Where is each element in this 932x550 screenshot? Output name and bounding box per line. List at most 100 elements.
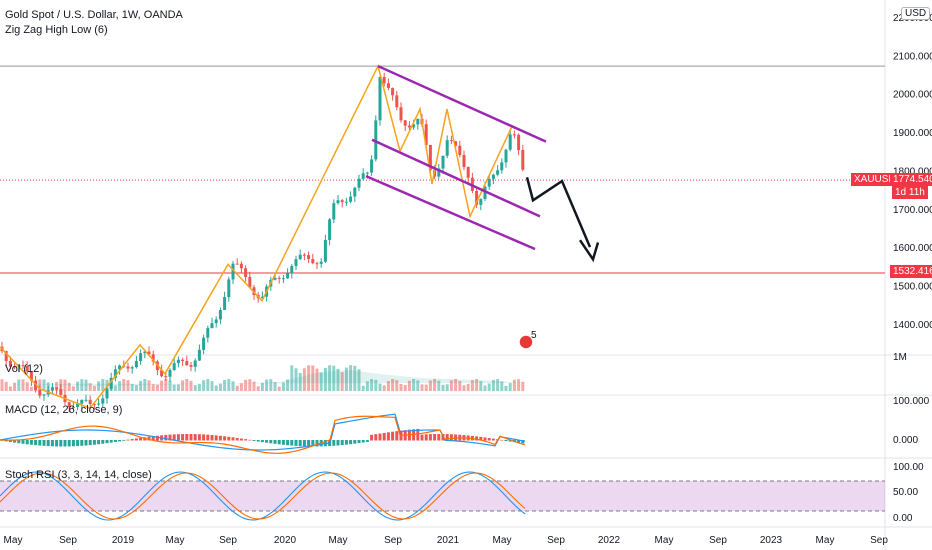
volume-bar bbox=[130, 383, 134, 391]
volume-bar bbox=[370, 379, 374, 391]
volume-bar bbox=[487, 383, 491, 391]
macd-histogram-bar bbox=[17, 440, 21, 444]
time-tick-label: Sep bbox=[59, 535, 77, 546]
time-tick-label: May bbox=[4, 535, 23, 546]
candle-body bbox=[109, 377, 113, 389]
volume-bar bbox=[353, 365, 357, 391]
macd-histogram-bar bbox=[46, 440, 50, 447]
candle-body bbox=[391, 88, 395, 96]
volume-tick-label: 1M bbox=[893, 352, 907, 363]
zigzag-indicator-label[interactable]: Zig Zag High Low (6) bbox=[5, 24, 108, 36]
volume-bar bbox=[101, 379, 105, 391]
volume-bar bbox=[197, 383, 201, 391]
volume-pane-label[interactable]: Vol (12) bbox=[5, 363, 43, 375]
candle-body bbox=[248, 277, 252, 288]
candle-body bbox=[290, 265, 294, 274]
time-tick-label: 2021 bbox=[437, 535, 460, 546]
volume-bar bbox=[445, 384, 449, 391]
macd-histogram-bar bbox=[189, 434, 193, 441]
macd-histogram-bar bbox=[307, 440, 311, 447]
candle-body bbox=[244, 268, 248, 278]
macd-histogram-bar bbox=[97, 440, 101, 445]
macd-histogram-bar bbox=[21, 440, 25, 444]
candle-body bbox=[336, 200, 340, 204]
macd-histogram-bar bbox=[420, 434, 424, 441]
candle-body bbox=[206, 328, 210, 338]
candle-body bbox=[189, 365, 193, 367]
macd-histogram-bar bbox=[349, 440, 353, 445]
candle-body bbox=[483, 186, 487, 200]
projection-arrowhead bbox=[578, 239, 600, 263]
macd-histogram-bar bbox=[281, 440, 285, 445]
volume-bar bbox=[113, 385, 117, 391]
volume-bar bbox=[172, 384, 176, 391]
macd-tick-label: 0.000 bbox=[893, 435, 918, 446]
candle-body bbox=[84, 399, 88, 401]
macd-histogram-bar bbox=[357, 440, 361, 444]
volume-bar bbox=[265, 379, 269, 391]
candle-body bbox=[487, 178, 491, 187]
volume-bar bbox=[67, 382, 71, 391]
candle-body bbox=[517, 134, 521, 151]
volume-bar bbox=[357, 369, 361, 391]
time-tick-label: 2023 bbox=[760, 535, 783, 546]
macd-histogram-bar bbox=[80, 440, 84, 446]
volume-ma-area bbox=[0, 370, 525, 386]
macd-histogram-bar bbox=[122, 440, 126, 441]
volume-bar bbox=[281, 382, 285, 391]
price-tick-label: 1600.000 bbox=[893, 243, 932, 254]
volume-bar bbox=[286, 379, 290, 391]
volume-bar bbox=[189, 380, 193, 391]
volume-bar bbox=[407, 380, 411, 391]
candle-body bbox=[139, 353, 143, 362]
macd-histogram-bar bbox=[164, 434, 168, 441]
currency-button[interactable]: USD bbox=[901, 7, 931, 20]
volume-bar bbox=[109, 383, 113, 391]
time-tick-label: 2022 bbox=[598, 535, 621, 546]
macd-histogram-bar bbox=[63, 440, 67, 447]
macd-histogram-bar bbox=[311, 440, 315, 447]
candle-body bbox=[357, 178, 361, 188]
volume-bar bbox=[298, 372, 302, 391]
time-tick-label: Sep bbox=[709, 535, 727, 546]
candle-body bbox=[25, 365, 29, 372]
candle-body bbox=[512, 134, 516, 136]
macd-histogram-bar bbox=[491, 438, 495, 441]
volume-bar bbox=[185, 379, 189, 391]
volume-bar bbox=[164, 379, 168, 391]
candle-body bbox=[378, 77, 382, 121]
macd-pane-label[interactable]: MACD (12, 26, close, 9) bbox=[5, 404, 123, 416]
macd-histogram-bar bbox=[340, 440, 344, 446]
candle-body bbox=[332, 203, 336, 220]
macd-histogram-bar bbox=[218, 435, 222, 441]
candle-body bbox=[239, 263, 243, 269]
volume-bar bbox=[227, 379, 231, 391]
event-badge-count: 5 bbox=[531, 330, 537, 341]
candle-body bbox=[218, 310, 222, 320]
volume-bar bbox=[168, 380, 172, 391]
macd-histogram-bar bbox=[42, 440, 46, 446]
volume-bar bbox=[239, 383, 243, 391]
volume-bar bbox=[307, 365, 311, 391]
volume-bar bbox=[475, 379, 479, 391]
volume-bar bbox=[483, 385, 487, 391]
volume-bar bbox=[416, 380, 420, 391]
volume-bar bbox=[273, 381, 277, 391]
candle-body bbox=[424, 124, 428, 145]
candle-body bbox=[76, 403, 80, 408]
candle-body bbox=[521, 150, 525, 170]
volume-bar bbox=[365, 381, 369, 391]
candle-body bbox=[126, 366, 130, 369]
volume-bar bbox=[155, 384, 159, 391]
macd-histogram-bar bbox=[361, 440, 365, 443]
macd-histogram-bar bbox=[382, 432, 386, 441]
candle-body bbox=[59, 389, 63, 395]
volume-bar bbox=[336, 368, 340, 391]
volume-bar bbox=[420, 384, 424, 391]
channel-upper-line bbox=[377, 64, 547, 143]
candle-body bbox=[437, 168, 441, 177]
stoch-rsi-pane-label[interactable]: Stoch RSI (3, 3, 14, 14, close) bbox=[5, 469, 152, 481]
volume-bar bbox=[17, 379, 21, 391]
macd-histogram-bar bbox=[521, 440, 525, 444]
macd-histogram-bar bbox=[424, 434, 428, 441]
